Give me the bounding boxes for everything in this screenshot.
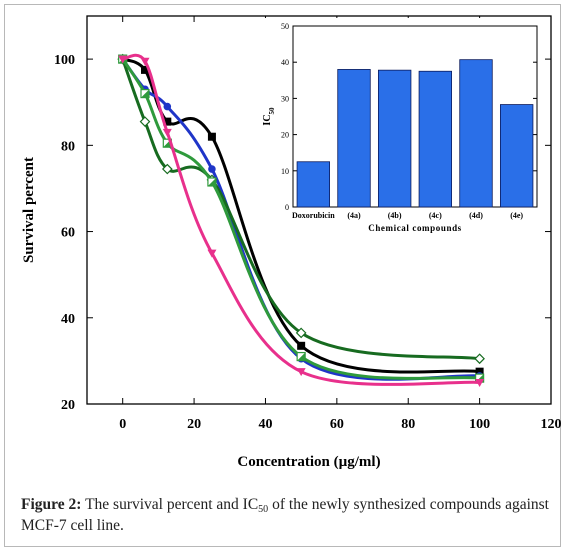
- y-tick-label: 80: [61, 139, 75, 154]
- x-tick-label: 20: [187, 417, 201, 432]
- inset-category-label: Doxorubicin: [292, 211, 335, 220]
- inset-x-axis-label: Chemical compounds: [368, 223, 462, 233]
- data-point: [208, 165, 216, 173]
- data-point: [141, 65, 149, 74]
- inset-category-label: (4d): [469, 211, 483, 220]
- y-tick-label: 20: [61, 398, 75, 413]
- data-point: [162, 128, 172, 137]
- survival-plot: 0 20 40 60 80 100 12020406080100Concentration …: [21, 15, 562, 470]
- y-axis-label: Survival percent: [21, 157, 37, 263]
- inset-y-tick-label: 20: [281, 131, 289, 140]
- ic50-bar: [459, 59, 493, 208]
- figure-chart: 0 20 40 60 80 100 12020406080100Concentration …: [21, 15, 562, 470]
- inset-y-tick-label: 50: [281, 22, 289, 31]
- data-point-fill: [297, 352, 306, 361]
- y-tick-label: 60: [61, 226, 75, 241]
- x-tick-label: 0: [119, 417, 126, 432]
- data-point-fill: [207, 177, 216, 186]
- data-point: [118, 55, 128, 64]
- data-point: [161, 163, 173, 175]
- y-tick-label: 100: [54, 53, 75, 68]
- figure-frame: [4, 4, 561, 547]
- data-point: [474, 353, 485, 365]
- data-point-fill: [141, 89, 149, 98]
- data-point: [296, 368, 306, 377]
- ic50-inset-bar-chart: 0 10 20 30 40 50 Doxorubicin (4a) (4b) (4c) (4d) (4…: [259, 18, 543, 239]
- ic50-bar: [418, 70, 453, 208]
- x-tick-label: 40: [258, 417, 272, 432]
- x-axis-label: Concentration (µg/ml): [237, 454, 380, 470]
- ic50-bar: [377, 69, 412, 208]
- inset-frame: [292, 25, 538, 208]
- inset-y-tick-label: 10: [281, 167, 289, 176]
- plot-frame: [86, 15, 552, 405]
- caption-subscript: 50: [258, 504, 269, 515]
- x-tick-label: 100: [469, 417, 490, 432]
- inset-category-label: (4a): [347, 211, 361, 220]
- x-tick-label: 120: [541, 417, 562, 432]
- data-point: [295, 327, 307, 339]
- data-point: [207, 249, 217, 258]
- data-point: [297, 341, 306, 350]
- x-tick-label: 60: [330, 417, 344, 432]
- caption-label: Figure 2:: [21, 496, 82, 513]
- data-point: [207, 132, 216, 141]
- data-point: [475, 367, 484, 376]
- ic50-bar: [337, 69, 371, 208]
- caption-text-before: The survival percent and IC: [85, 496, 259, 513]
- caption-text-after: of the newly synthesized compounds again…: [21, 496, 549, 534]
- inset-category-label: (4b): [388, 211, 402, 220]
- data-point: [163, 117, 172, 126]
- figure-caption: Figure 2: The survival percent and IC50 …: [21, 494, 549, 536]
- data-point: [475, 378, 485, 387]
- data-point: [139, 116, 151, 127]
- inset-y-tick-label: 0: [285, 203, 289, 212]
- x-tick-label: 80: [401, 417, 415, 432]
- ic50-bar: [499, 104, 534, 208]
- inset-y-tick-label: 40: [281, 58, 289, 67]
- inset-y-tick-label: 30: [281, 94, 289, 103]
- y-tick-label: 40: [61, 312, 75, 327]
- data-point: [163, 102, 172, 111]
- inset-category-label: (4c): [429, 211, 442, 220]
- inset-y-axis-label-subscript: 50: [268, 107, 276, 115]
- data-point: [140, 57, 150, 66]
- inset-category-label: (4e): [510, 211, 523, 220]
- ic50-bar: [296, 161, 331, 208]
